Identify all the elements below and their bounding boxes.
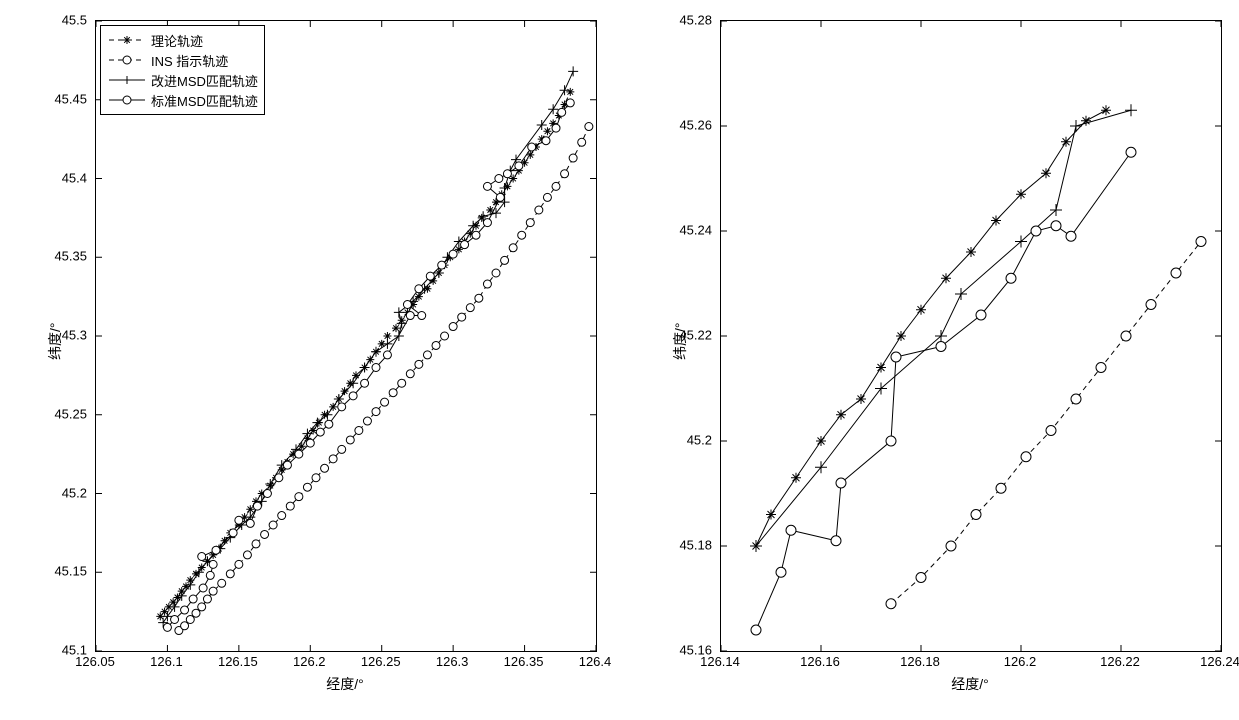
ytick-label: 45.24 (679, 223, 712, 238)
xtick-label: 126.2 (1004, 654, 1037, 669)
xtick-label: 126.16 (800, 654, 840, 669)
marker-star (856, 394, 866, 404)
marker-star (816, 436, 826, 446)
marker-star (966, 247, 976, 257)
ytick-label: 45.2 (687, 433, 712, 448)
marker-plus (1125, 104, 1137, 116)
marker-circle (886, 599, 896, 609)
marker-star (896, 331, 906, 341)
marker-star (1101, 105, 1111, 115)
marker-star (766, 510, 776, 520)
marker-circle (776, 567, 786, 577)
marker-circle (1031, 226, 1041, 236)
yaxis-label: 纬度/° (670, 323, 690, 361)
marker-circle (1126, 147, 1136, 157)
marker-circle (996, 483, 1006, 493)
marker-star (791, 473, 801, 483)
ytick-label: 45.16 (679, 643, 712, 658)
xaxis-label: 经度/° (951, 674, 989, 694)
marker-circle (836, 478, 846, 488)
marker-star (1041, 168, 1051, 178)
marker-circle (946, 541, 956, 551)
series-line-1 (891, 242, 1201, 604)
ytick-label: 45.18 (679, 538, 712, 553)
marker-circle (1171, 268, 1181, 278)
ytick-label: 45.26 (679, 118, 712, 133)
ytick-label: 45.28 (679, 13, 712, 28)
marker-star (1061, 137, 1071, 147)
marker-star (941, 273, 951, 283)
marker-circle (976, 310, 986, 320)
marker-circle (786, 525, 796, 535)
marker-star (836, 410, 846, 420)
marker-circle (1021, 452, 1031, 462)
series-line-0 (756, 110, 1106, 546)
marker-circle (1071, 394, 1081, 404)
marker-circle (891, 352, 901, 362)
marker-circle (1046, 426, 1056, 436)
plot-svg (721, 21, 1221, 651)
plot-area (720, 20, 1222, 652)
marker-circle (916, 573, 926, 583)
marker-star (1016, 189, 1026, 199)
series-line-3 (756, 152, 1131, 630)
marker-circle (1196, 237, 1206, 247)
marker-star (916, 305, 926, 315)
marker-plus (1070, 120, 1082, 132)
marker-circle (1066, 231, 1076, 241)
marker-circle (886, 436, 896, 446)
marker-star (991, 216, 1001, 226)
marker-circle (1121, 331, 1131, 341)
figure: 理论轨迹INS 指示轨迹改进MSD匹配轨迹标准MSD匹配轨迹126.05126.… (0, 0, 1239, 720)
chart-panel-1: 126.14126.16126.18126.2126.22126.2445.16… (0, 0, 1239, 720)
marker-plus (815, 461, 827, 473)
marker-circle (1146, 300, 1156, 310)
xtick-label: 126.18 (900, 654, 940, 669)
xtick-label: 126.24 (1200, 654, 1239, 669)
marker-circle (1096, 363, 1106, 373)
marker-circle (1051, 221, 1061, 231)
xtick-label: 126.22 (1100, 654, 1140, 669)
marker-plus (750, 540, 762, 552)
marker-circle (936, 342, 946, 352)
marker-star (876, 363, 886, 373)
series-line-2 (756, 110, 1131, 546)
marker-circle (971, 510, 981, 520)
marker-circle (831, 536, 841, 546)
marker-circle (1006, 273, 1016, 283)
marker-circle (751, 625, 761, 635)
